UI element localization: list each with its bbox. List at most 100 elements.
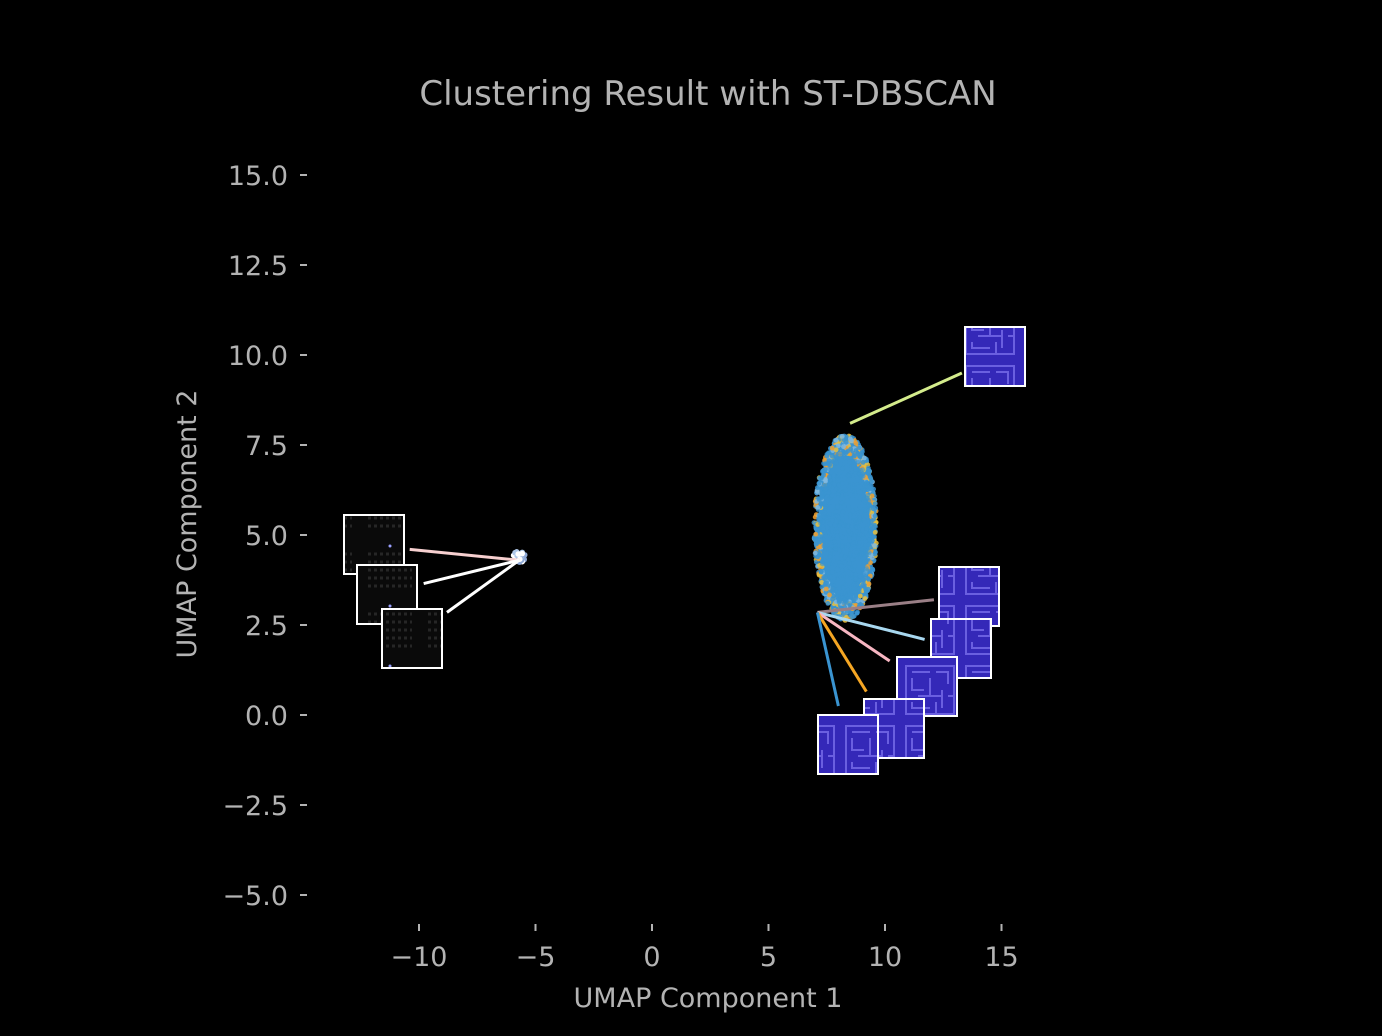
scatter-point	[836, 482, 842, 488]
scatter-point	[832, 550, 837, 556]
scatter-point	[858, 468, 864, 473]
scatter-point	[829, 531, 834, 537]
scatter-point	[850, 531, 856, 537]
scatter-point	[830, 518, 835, 523]
y-tick-label: 7.5	[245, 431, 288, 462]
scatter-point	[857, 586, 862, 592]
scatter-point	[869, 493, 875, 499]
scatter-point	[832, 587, 838, 593]
scatter-point	[867, 468, 872, 474]
scatter-point	[836, 590, 842, 596]
scatter-point	[818, 569, 824, 575]
y-tick-label: 5.0	[245, 521, 288, 552]
scatter-point	[821, 529, 827, 535]
scatter-point	[821, 537, 826, 543]
scatter-point	[839, 516, 845, 522]
annotation-leader-line	[409, 547, 520, 562]
scatter-point	[861, 571, 866, 577]
x-tick-label: 0	[643, 942, 660, 973]
scatter-point	[835, 490, 841, 496]
annotation-leader-line	[423, 558, 520, 586]
scatter-point	[515, 551, 521, 557]
scatter-point	[856, 519, 862, 524]
scatter-point	[821, 575, 827, 581]
scatter-point	[868, 529, 874, 535]
scatter-point	[851, 464, 857, 470]
scatter-point	[825, 601, 831, 606]
scatter-point	[871, 534, 876, 540]
scatter-point	[841, 444, 846, 450]
scatter-point	[835, 443, 841, 449]
scatter-point	[820, 525, 826, 531]
scatter-point	[854, 610, 860, 616]
scatter-point	[826, 458, 832, 463]
scatter-point	[829, 453, 835, 459]
scatter-point	[851, 583, 857, 588]
x-tick-label: 10	[868, 942, 902, 973]
scatter-point	[855, 547, 861, 553]
scatter-point	[843, 487, 849, 493]
x-axis-label: UMAP Component 1	[574, 983, 843, 1014]
scatter-point	[857, 496, 863, 502]
scatter-point	[834, 529, 840, 534]
y-tick-label: 12.5	[228, 251, 288, 282]
y-tick-label: −2.5	[222, 791, 288, 822]
scatter-point	[817, 534, 823, 539]
y-tick-label: −5.0	[222, 881, 288, 912]
y-axis: 15.0 12.5 10.0 7.5 5.0 2.5 0.0 −2.5 −5.0	[222, 161, 307, 912]
y-axis-label: UMAP Component 2	[172, 390, 203, 659]
scatter-point	[813, 531, 819, 537]
scatter-point	[860, 449, 865, 455]
x-tick-label: 5	[760, 942, 777, 973]
scatter-point	[823, 478, 829, 484]
scatter-point	[824, 453, 830, 459]
scatter-point	[833, 437, 839, 443]
scatter-point	[847, 538, 852, 544]
scatter-point	[830, 596, 836, 602]
blue-maze-thumbnail	[938, 566, 1000, 627]
scatter-point	[872, 513, 878, 519]
scatter-point	[838, 563, 844, 569]
scatter-point	[860, 488, 865, 494]
scatter-point	[821, 472, 826, 478]
scatter-point	[823, 586, 829, 592]
scatter-point	[825, 497, 831, 502]
scatter-point	[846, 587, 852, 593]
scatter-point	[848, 595, 854, 600]
scatter-point	[828, 464, 834, 470]
scatter-point	[851, 564, 857, 569]
scatter-point	[826, 546, 832, 552]
scatter-point	[823, 483, 828, 489]
scatter-point	[817, 475, 822, 481]
scatter-point	[829, 526, 835, 531]
scatter-point	[822, 467, 828, 472]
scatter-point	[850, 482, 855, 487]
scatter-point	[816, 481, 822, 486]
scatter-point	[842, 476, 847, 482]
scatter-point	[866, 537, 872, 543]
scatter-point	[833, 509, 839, 515]
scatter-point	[856, 536, 862, 541]
scatter-point	[820, 561, 825, 567]
scatter-point	[843, 456, 849, 461]
scatter-point	[842, 470, 848, 476]
scatter-point	[826, 561, 831, 567]
scatter-point	[850, 509, 856, 514]
scatter-point	[854, 524, 860, 530]
scatter-point	[835, 503, 840, 509]
annotation-leader-line	[849, 371, 963, 425]
scatter-point	[840, 466, 845, 471]
scatter-point	[826, 474, 832, 480]
scatter-point	[845, 543, 851, 549]
scatter-point	[844, 593, 850, 599]
scatter-point	[825, 525, 830, 530]
scatter-point	[855, 459, 861, 465]
scatter-point	[862, 596, 868, 601]
annotation-leader-line	[817, 598, 935, 614]
scatter-point	[849, 524, 855, 530]
annotation-leader-line	[816, 611, 868, 693]
scatter-point	[852, 540, 858, 546]
scatter-point	[861, 455, 867, 461]
scatter-point	[864, 495, 870, 501]
